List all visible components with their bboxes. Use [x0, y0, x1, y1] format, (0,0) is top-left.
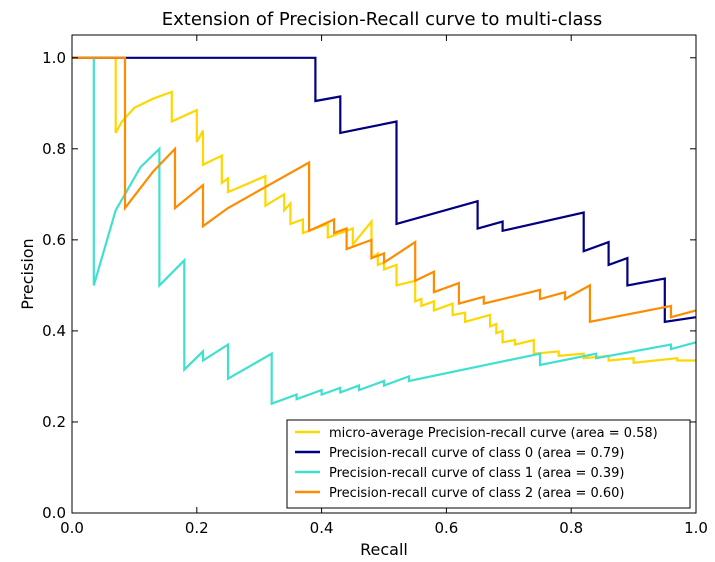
series-line-1	[72, 56, 697, 324]
series-group	[72, 56, 697, 406]
y-tick-label: 0.8	[42, 140, 66, 158]
x-axis-label: Recall	[360, 540, 408, 559]
legend: micro-average Precision-recall curve (ar…	[286, 419, 691, 509]
y-tick-label: 0.2	[42, 413, 66, 431]
x-tick-label: 0.6	[434, 519, 458, 537]
chart-title: Extension of Precision-Recall curve to m…	[162, 9, 603, 30]
plot-frame	[71, 34, 697, 514]
legend-label-0: micro-average Precision-recall curve (ar…	[329, 426, 658, 441]
legend-label-3: Precision-recall curve of class 2 (area …	[329, 486, 624, 501]
y-tick-label: 0.6	[42, 231, 66, 249]
x-tick-label: 0.4	[310, 519, 334, 537]
series-line-2	[92, 57, 697, 406]
legend-box	[286, 419, 691, 509]
y-tick-label: 0.0	[42, 504, 66, 522]
x-tick-label: 1.0	[684, 519, 708, 537]
tick-group: 0.0 0.2 0.4 0.6 0.8 1.0 0.0 0.2 0.4 0.6 0.8 1.0	[42, 35, 708, 537]
y-axis-label: Precision	[18, 238, 37, 309]
series-line-0	[72, 56, 696, 365]
y-tick-label: 0.4	[42, 322, 66, 340]
legend-label-2: Precision-recall curve of class 1 (area …	[329, 466, 624, 481]
x-tick-label: 0.2	[185, 519, 209, 537]
legend-label-1: Precision-recall curve of class 0 (area …	[329, 446, 624, 461]
series-line-3	[72, 56, 697, 324]
x-tick-label: 0.8	[559, 519, 583, 537]
x-tick-label: 0.0	[60, 519, 84, 537]
y-tick-label: 1.0	[42, 49, 66, 67]
